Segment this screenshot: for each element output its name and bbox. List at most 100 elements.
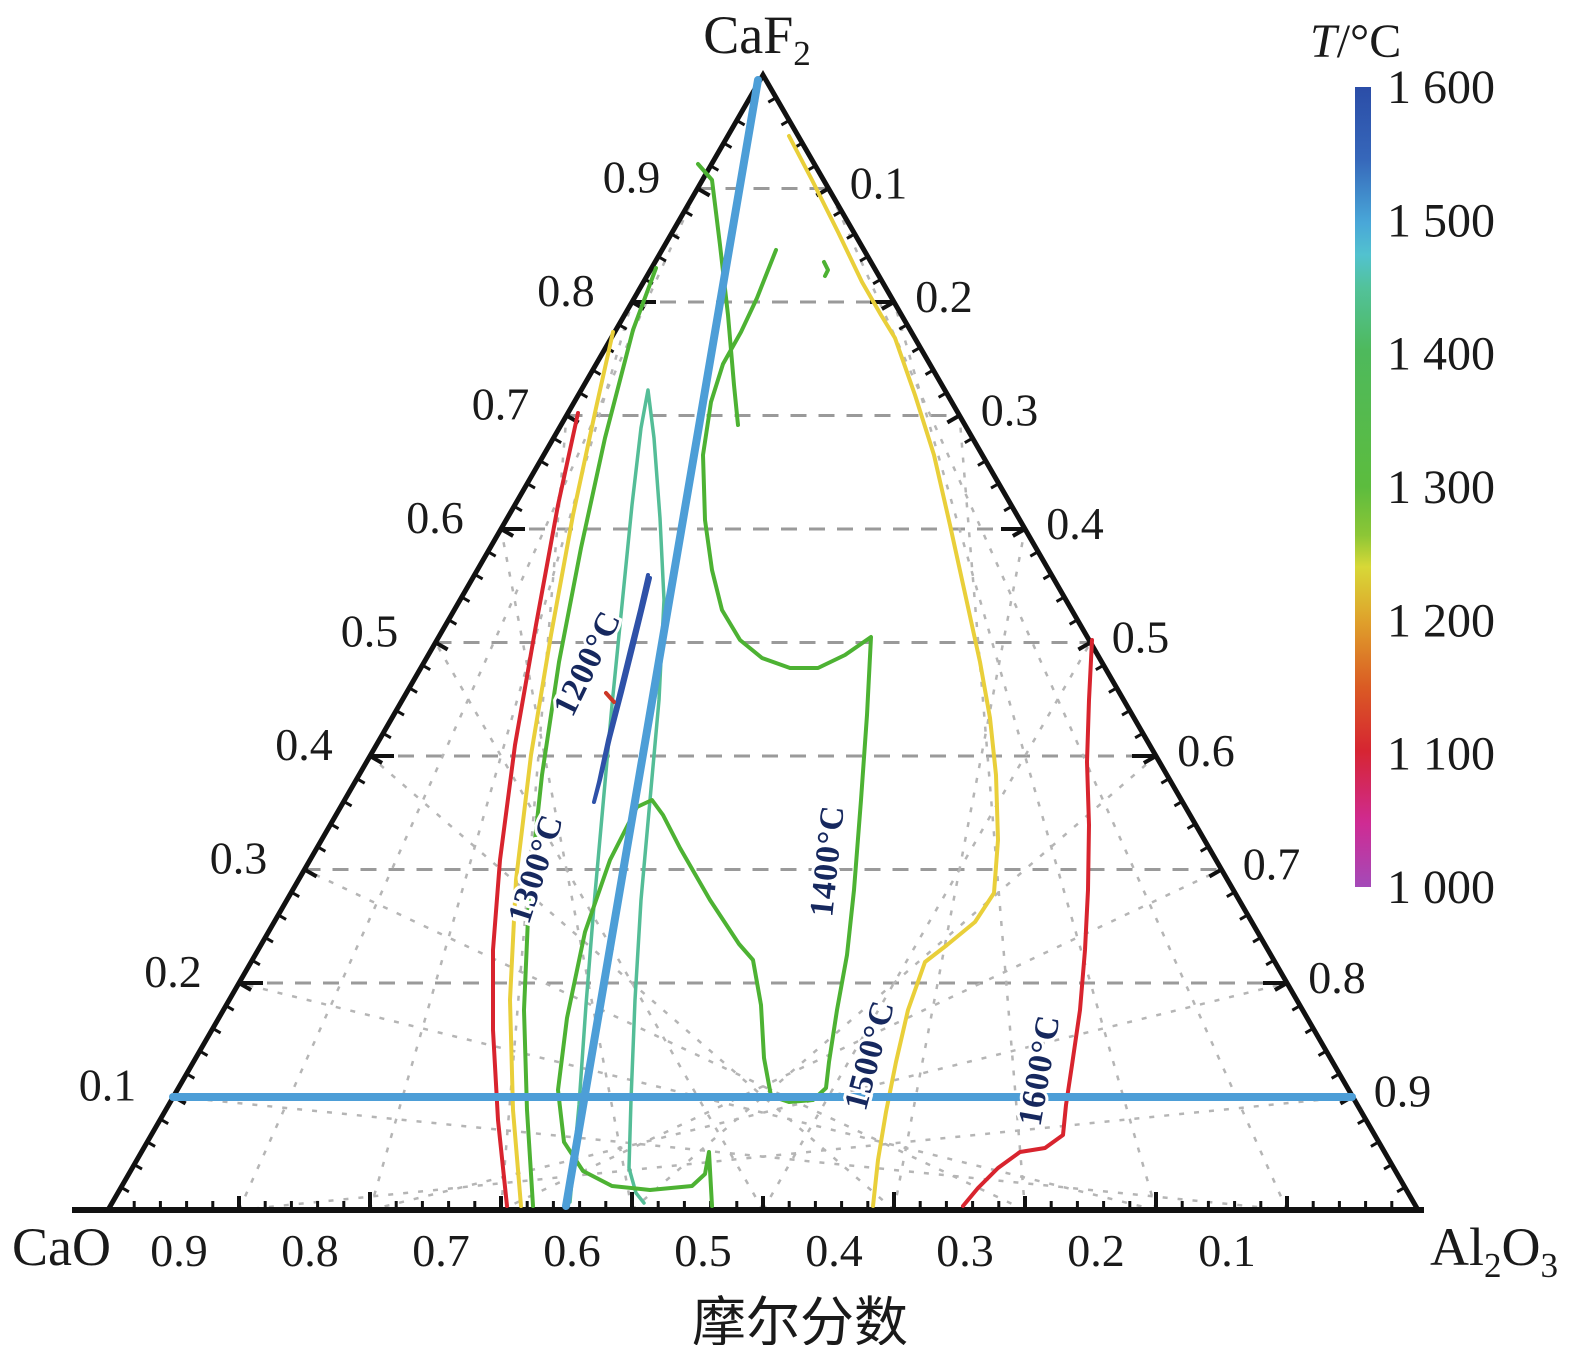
right-axis-label-0.5: 0.5 (1112, 612, 1170, 663)
bottom-axis-label-0.8: 0.8 (281, 1225, 339, 1276)
right-axis-label-0.8: 0.8 (1308, 952, 1366, 1003)
isotherm-green-speck (822, 260, 830, 278)
isotherm-contours (491, 134, 1094, 1208)
left-axis-label-0.4: 0.4 (275, 719, 333, 770)
minor-tick (460, 595, 471, 603)
gridline-diagonal (958, 415, 1027, 1211)
gridline-diagonal (238, 1095, 1353, 1212)
minor-tick (1199, 845, 1210, 853)
minor-tick (1108, 686, 1118, 694)
minor-tick (846, 232, 856, 240)
minor-tick (198, 1049, 209, 1057)
axis-tick-labels: 0.1 0.2 0.3 0.4 0.5 0.6 0.7 0.8 0.9 0.1 0.2 0.3 0.4 0… (79, 152, 1432, 1277)
bottom-axis-label-0.9: 0.9 (150, 1225, 208, 1276)
minor-tick (780, 119, 790, 127)
right-axis-label-0.4: 0.4 (1046, 498, 1104, 549)
minor-tick (1396, 1186, 1406, 1194)
right-axis-label-0.9: 0.9 (1374, 1066, 1432, 1117)
gridline-diagonal (827, 187, 1289, 1211)
isotherm-left-yellow (508, 330, 615, 1208)
right-axis-label-0.6: 0.6 (1177, 725, 1235, 776)
minor-tick (911, 346, 921, 354)
isotherm-red-1600 (961, 638, 1094, 1208)
colorbar-title-unit: /°C (1336, 15, 1402, 68)
minor-tick (1068, 618, 1079, 626)
minor-tick (1383, 1163, 1393, 1171)
isotherm-left-red (491, 411, 580, 1208)
minor-tick (722, 141, 733, 149)
axis-title-mole-fraction: 摩尔分数 (692, 1293, 908, 1345)
left-axis-label-0.7: 0.7 (472, 379, 530, 430)
gridline-diagonal (369, 755, 895, 1211)
minor-tick (1226, 890, 1236, 898)
isotherm-blue-1200 (592, 573, 652, 804)
minor-tick (277, 913, 287, 921)
minor-tick (356, 777, 366, 785)
minor-tick (264, 936, 274, 944)
left-axis-label-0.5: 0.5 (341, 606, 399, 657)
gridlines (173, 187, 1353, 1212)
gridline-diagonal (237, 187, 699, 1211)
minor-tick (146, 1140, 156, 1148)
minor-tick (1160, 777, 1170, 785)
axis-ticks (120, 96, 1406, 1210)
minor-tick (1173, 800, 1183, 808)
colorbar-label-1400: 1 400 (1387, 328, 1495, 381)
gridline-diagonal (173, 1095, 1288, 1212)
minor-tick (447, 618, 458, 626)
gridline-diagonal (499, 528, 634, 1211)
minor-tick (990, 482, 1000, 490)
minor-tick (1291, 1004, 1301, 1012)
minor-tick (1265, 959, 1275, 967)
left-axis-label-0.9: 0.9 (603, 152, 661, 203)
bottom-axis-label-0.4: 0.4 (805, 1225, 863, 1276)
minor-tick (872, 278, 882, 286)
isotherm-green-1400 (556, 248, 873, 1208)
minor-tick (1042, 573, 1052, 581)
minor-tick (395, 709, 405, 717)
minor-tick (898, 323, 908, 331)
minor-tick (1304, 1027, 1314, 1035)
gridline-diagonal (892, 528, 1027, 1211)
bottom-axis-label-0.1: 0.1 (1198, 1225, 1256, 1276)
minor-tick (683, 209, 693, 217)
colorbar-title-symbol: T (1310, 15, 1337, 68)
left-axis-label-0.2: 0.2 (144, 946, 202, 997)
minor-tick (591, 368, 602, 376)
minor-tick (657, 255, 667, 263)
minor-tick (343, 800, 353, 808)
bottom-axis-label-0.2: 0.2 (1067, 1225, 1125, 1276)
minor-tick (329, 822, 340, 830)
temperature-colorbar: 1 600 1 500 1 400 1 300 1 200 1 100 1 000 (1355, 61, 1495, 914)
minor-tick (1317, 1049, 1328, 1057)
major-tick (1208, 867, 1223, 879)
minor-tick (767, 96, 777, 104)
minor-tick (487, 550, 497, 558)
bottom-axis-label-0.6: 0.6 (543, 1225, 601, 1276)
minor-tick (1370, 1140, 1380, 1148)
colorbar-label-1200: 1 200 (1387, 594, 1495, 647)
left-axis-label-0.8: 0.8 (537, 265, 595, 316)
minor-tick (133, 1163, 143, 1171)
major-tick (1077, 640, 1092, 652)
colorbar-label-1500: 1 500 (1387, 194, 1495, 247)
minor-tick (806, 164, 817, 172)
minor-tick (1003, 505, 1013, 513)
minor-tick (474, 573, 484, 581)
bottom-axis-label-0.5: 0.5 (674, 1225, 732, 1276)
blue-line-apex-to-base (562, 76, 762, 1210)
isotherm-yellow-1500 (787, 134, 1000, 1208)
colorbar-gradient (1355, 87, 1371, 887)
minor-tick (1252, 936, 1262, 944)
colorbar-label-1300: 1 300 (1387, 461, 1495, 514)
major-tick (303, 867, 318, 879)
left-axis-label-0.1: 0.1 (79, 1060, 137, 1111)
minor-tick (526, 482, 536, 490)
major-tick (696, 186, 711, 198)
minor-tick (382, 732, 392, 740)
minor-tick (977, 459, 987, 467)
minor-tick (709, 164, 720, 172)
gridline-diagonal (434, 641, 765, 1211)
left-axis-label-0.3: 0.3 (210, 833, 268, 884)
